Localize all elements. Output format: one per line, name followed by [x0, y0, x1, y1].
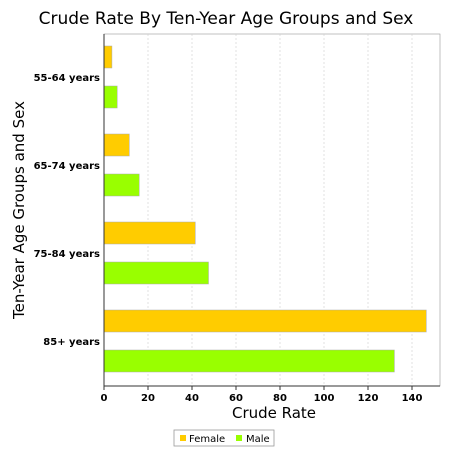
bars — [103, 45, 427, 373]
chart-title: Crude Rate By Ten-Year Age Groups and Se… — [39, 9, 414, 29]
x-tick-label-100: 100 — [314, 393, 335, 404]
category-label-1: 65-74 years — [34, 161, 100, 172]
x-tick-label-40: 40 — [185, 393, 199, 404]
legend-swatch-male — [236, 435, 242, 441]
bar-male-3 — [103, 349, 395, 373]
bar-male-2 — [103, 261, 209, 285]
x-tick-label-120: 120 — [358, 393, 379, 404]
bar-female-0 — [103, 45, 113, 69]
x-tick-label-60: 60 — [229, 393, 243, 404]
plot-area — [103, 33, 441, 387]
x-tick-label-140: 140 — [402, 393, 423, 404]
legend: Female Male — [173, 429, 275, 447]
bar-female-2 — [103, 221, 196, 245]
x-axis-ticks: 0 20 40 60 80 100 120 140 — [101, 386, 423, 404]
bar-male-1 — [103, 173, 140, 197]
x-tick-label-80: 80 — [273, 393, 287, 404]
legend-label-female: Female — [189, 434, 225, 445]
category-label-2: 75-84 years — [34, 249, 100, 260]
bar-female-3 — [103, 309, 427, 333]
category-label-3: 85+ years — [43, 337, 100, 348]
x-tick-label-20: 20 — [141, 393, 155, 404]
legend-swatch-female — [180, 435, 186, 441]
category-label-0: 55-64 years — [34, 73, 100, 84]
x-axis-title: Crude Rate — [232, 404, 316, 422]
category-labels: 55-64 years 65-74 years 75-84 years 85+ yea… — [34, 73, 100, 348]
legend-label-male: Male — [246, 434, 270, 445]
legend-box — [173, 429, 275, 447]
bar-female-1 — [103, 133, 130, 157]
x-tick-label-0: 0 — [101, 393, 108, 404]
bar-male-0 — [103, 85, 118, 109]
y-axis-title: Ten-Year Age Groups and Sex — [10, 101, 28, 320]
